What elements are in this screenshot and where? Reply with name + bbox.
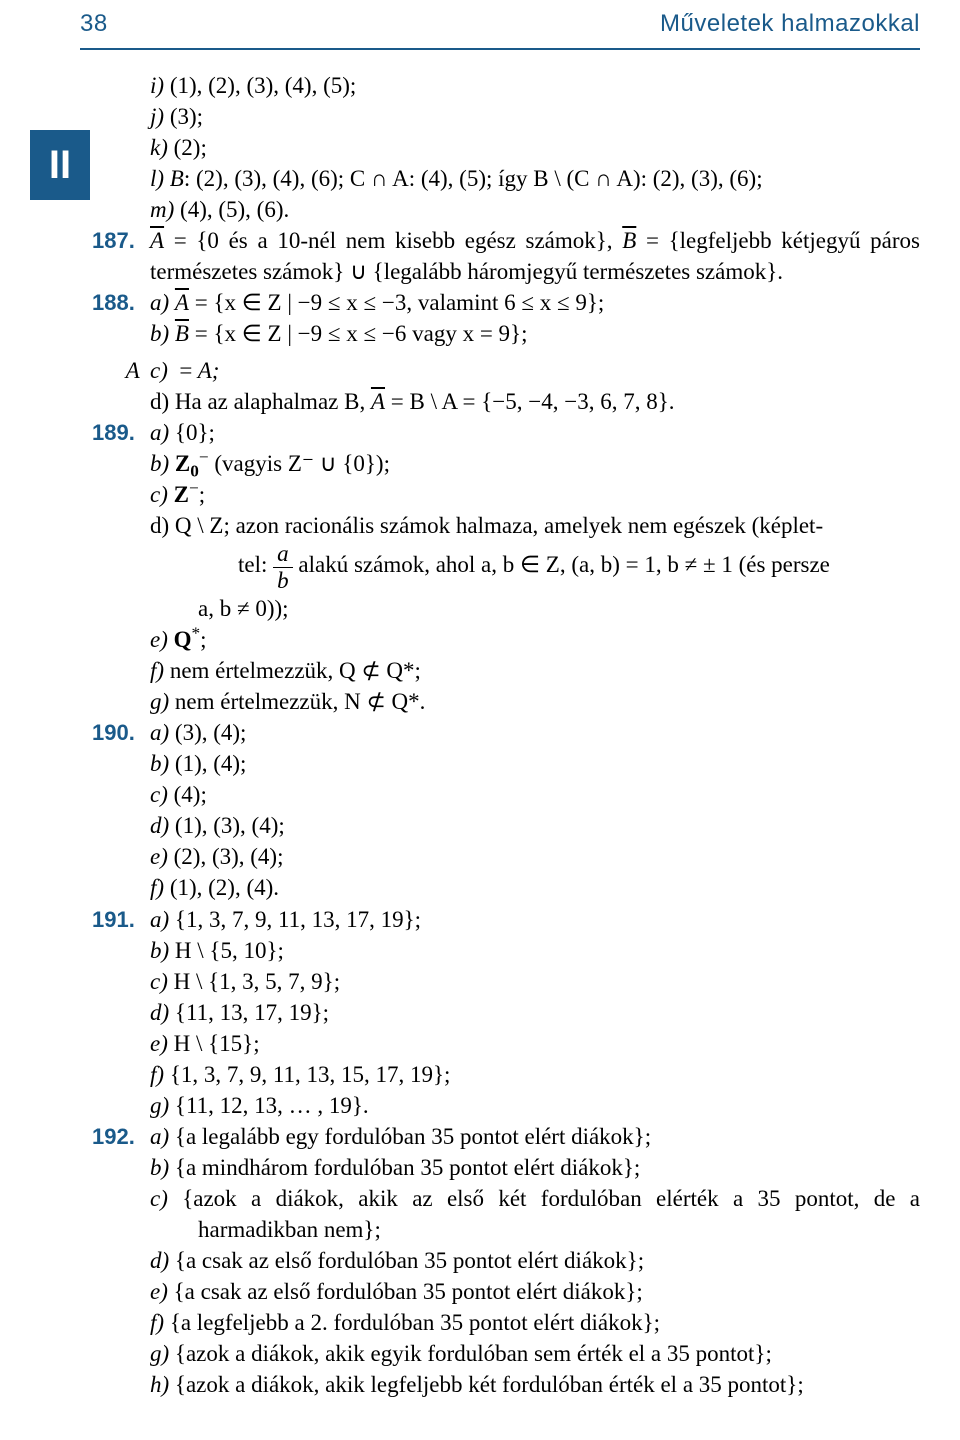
line-189a: 189.a) {0}; bbox=[150, 417, 920, 448]
line-189e: e) Q*; bbox=[150, 624, 920, 655]
line-192g: g) {azok a diákok, akik egyik fordulóban… bbox=[150, 1338, 920, 1369]
line-189c: c) Z−; bbox=[150, 479, 920, 510]
line-188b: b) B = {x ∈ Z | −9 ≤ x ≤ −6 vagy x = 9}; bbox=[150, 318, 920, 349]
line-188a: 188.a) A = {x ∈ Z | −9 ≤ x ≤ −3, valamin… bbox=[150, 287, 920, 318]
line-191c: c) H \ {1, 3, 5, 7, 9}; bbox=[150, 966, 920, 997]
line-192f: f) {a legfeljebb a 2. fordulóban 35 pont… bbox=[150, 1307, 920, 1338]
line-191g: g) {11, 12, 13, … , 19}. bbox=[150, 1090, 920, 1121]
content: i) (1), (2), (3), (4), (5); j) (3); k) (… bbox=[0, 70, 960, 1440]
line-189b: b) Z0− (vagyis Z⁻ ∪ {0}); bbox=[150, 448, 920, 479]
line-192c: c) {azok a diákok, akik az első két ford… bbox=[150, 1183, 920, 1245]
line-192d: d) {a csak az első fordulóban 35 pontot … bbox=[150, 1245, 920, 1276]
line-192h: h) {azok a diákok, akik legfeljebb két f… bbox=[150, 1369, 920, 1400]
line-189d2: tel: ab alakú számok, ahol a, b ∈ Z, (a,… bbox=[150, 541, 920, 593]
problem-191: 191.a) {1, 3, 7, 9, 11, 13, 17, 19}; b) … bbox=[150, 904, 920, 1121]
line-k: k) (2); bbox=[150, 132, 920, 163]
line-l: l) B: (2), (3), (4), (6); C ∩ A: (4), (5… bbox=[150, 163, 920, 194]
problem-number-187: 187. bbox=[92, 226, 150, 256]
line-191d: d) {11, 13, 17, 19}; bbox=[150, 997, 920, 1028]
line-i: i) (1), (2), (3), (4), (5); bbox=[150, 70, 920, 101]
chapter-title: Műveletek halmazokkal bbox=[660, 10, 920, 38]
fraction-a-b: ab bbox=[273, 541, 293, 593]
line-192e: e) {a csak az első fordulóban 35 pontot … bbox=[150, 1276, 920, 1307]
problem-190: 190.a) (3), (4); b) (1), (4); c) (4); d)… bbox=[150, 717, 920, 903]
page: 38 Műveletek halmazokkal II i) (1), (2),… bbox=[0, 0, 960, 1440]
problem-number-189: 189. bbox=[92, 418, 150, 448]
problem-number-188: 188. bbox=[92, 288, 150, 318]
page-header: 38 Műveletek halmazokkal bbox=[0, 0, 960, 48]
line-191e: e) H \ {15}; bbox=[150, 1028, 920, 1059]
line-192a: 192.a) {a legalább egy fordulóban 35 pon… bbox=[150, 1121, 920, 1152]
line-189d3: a, b ≠ 0)); bbox=[150, 593, 920, 624]
line-192b: b) {a mindhárom fordulóban 35 pontot elé… bbox=[150, 1152, 920, 1183]
line-j: j) (3); bbox=[150, 101, 920, 132]
line-188c: c) A = A; bbox=[150, 349, 920, 386]
problem-192: 192.a) {a legalább egy fordulóban 35 pon… bbox=[150, 1121, 920, 1400]
line-188d: d) Ha az alaphalmaz B, A = B \ A = {−5, … bbox=[150, 386, 920, 417]
line-191a: 191.a) {1, 3, 7, 9, 11, 13, 17, 19}; bbox=[150, 904, 920, 935]
line-190c: c) (4); bbox=[150, 779, 920, 810]
line-190d: d) (1), (3), (4); bbox=[150, 810, 920, 841]
chapter-tab: II bbox=[30, 130, 90, 200]
problem-number-191: 191. bbox=[92, 905, 150, 935]
page-number: 38 bbox=[80, 10, 108, 38]
line-190a: 190.a) (3), (4); bbox=[150, 717, 920, 748]
problem-187: 187.A = {0 és a 10-nél nem kisebb egész … bbox=[150, 225, 920, 287]
line-190f: f) (1), (2), (4). bbox=[150, 872, 920, 903]
b-bar: B bbox=[622, 228, 636, 253]
line-189g: g) nem értelmezzük, N ⊄ Q*. bbox=[150, 686, 920, 717]
a-bar: A bbox=[150, 228, 164, 253]
line-189d1: d) Q \ Z; azon racionális számok halmaza… bbox=[150, 510, 920, 541]
line-189f: f) nem értelmezzük, Q ⊄ Q*; bbox=[150, 655, 920, 686]
header-divider bbox=[80, 48, 920, 50]
line-190b: b) (1), (4); bbox=[150, 748, 920, 779]
line-191f: f) {1, 3, 7, 9, 11, 13, 15, 17, 19}; bbox=[150, 1059, 920, 1090]
problem-number-192: 192. bbox=[92, 1122, 150, 1152]
line-190e: e) (2), (3), (4); bbox=[150, 841, 920, 872]
problem-number-190: 190. bbox=[92, 718, 150, 748]
line-m: m) (4), (5), (6). bbox=[150, 194, 920, 225]
line-191b: b) H \ {5, 10}; bbox=[150, 935, 920, 966]
problem-189: 189.a) {0}; b) Z0− (vagyis Z⁻ ∪ {0}); c)… bbox=[150, 417, 920, 717]
problem-188: 188.a) A = {x ∈ Z | −9 ≤ x ≤ −3, valamin… bbox=[150, 287, 920, 417]
